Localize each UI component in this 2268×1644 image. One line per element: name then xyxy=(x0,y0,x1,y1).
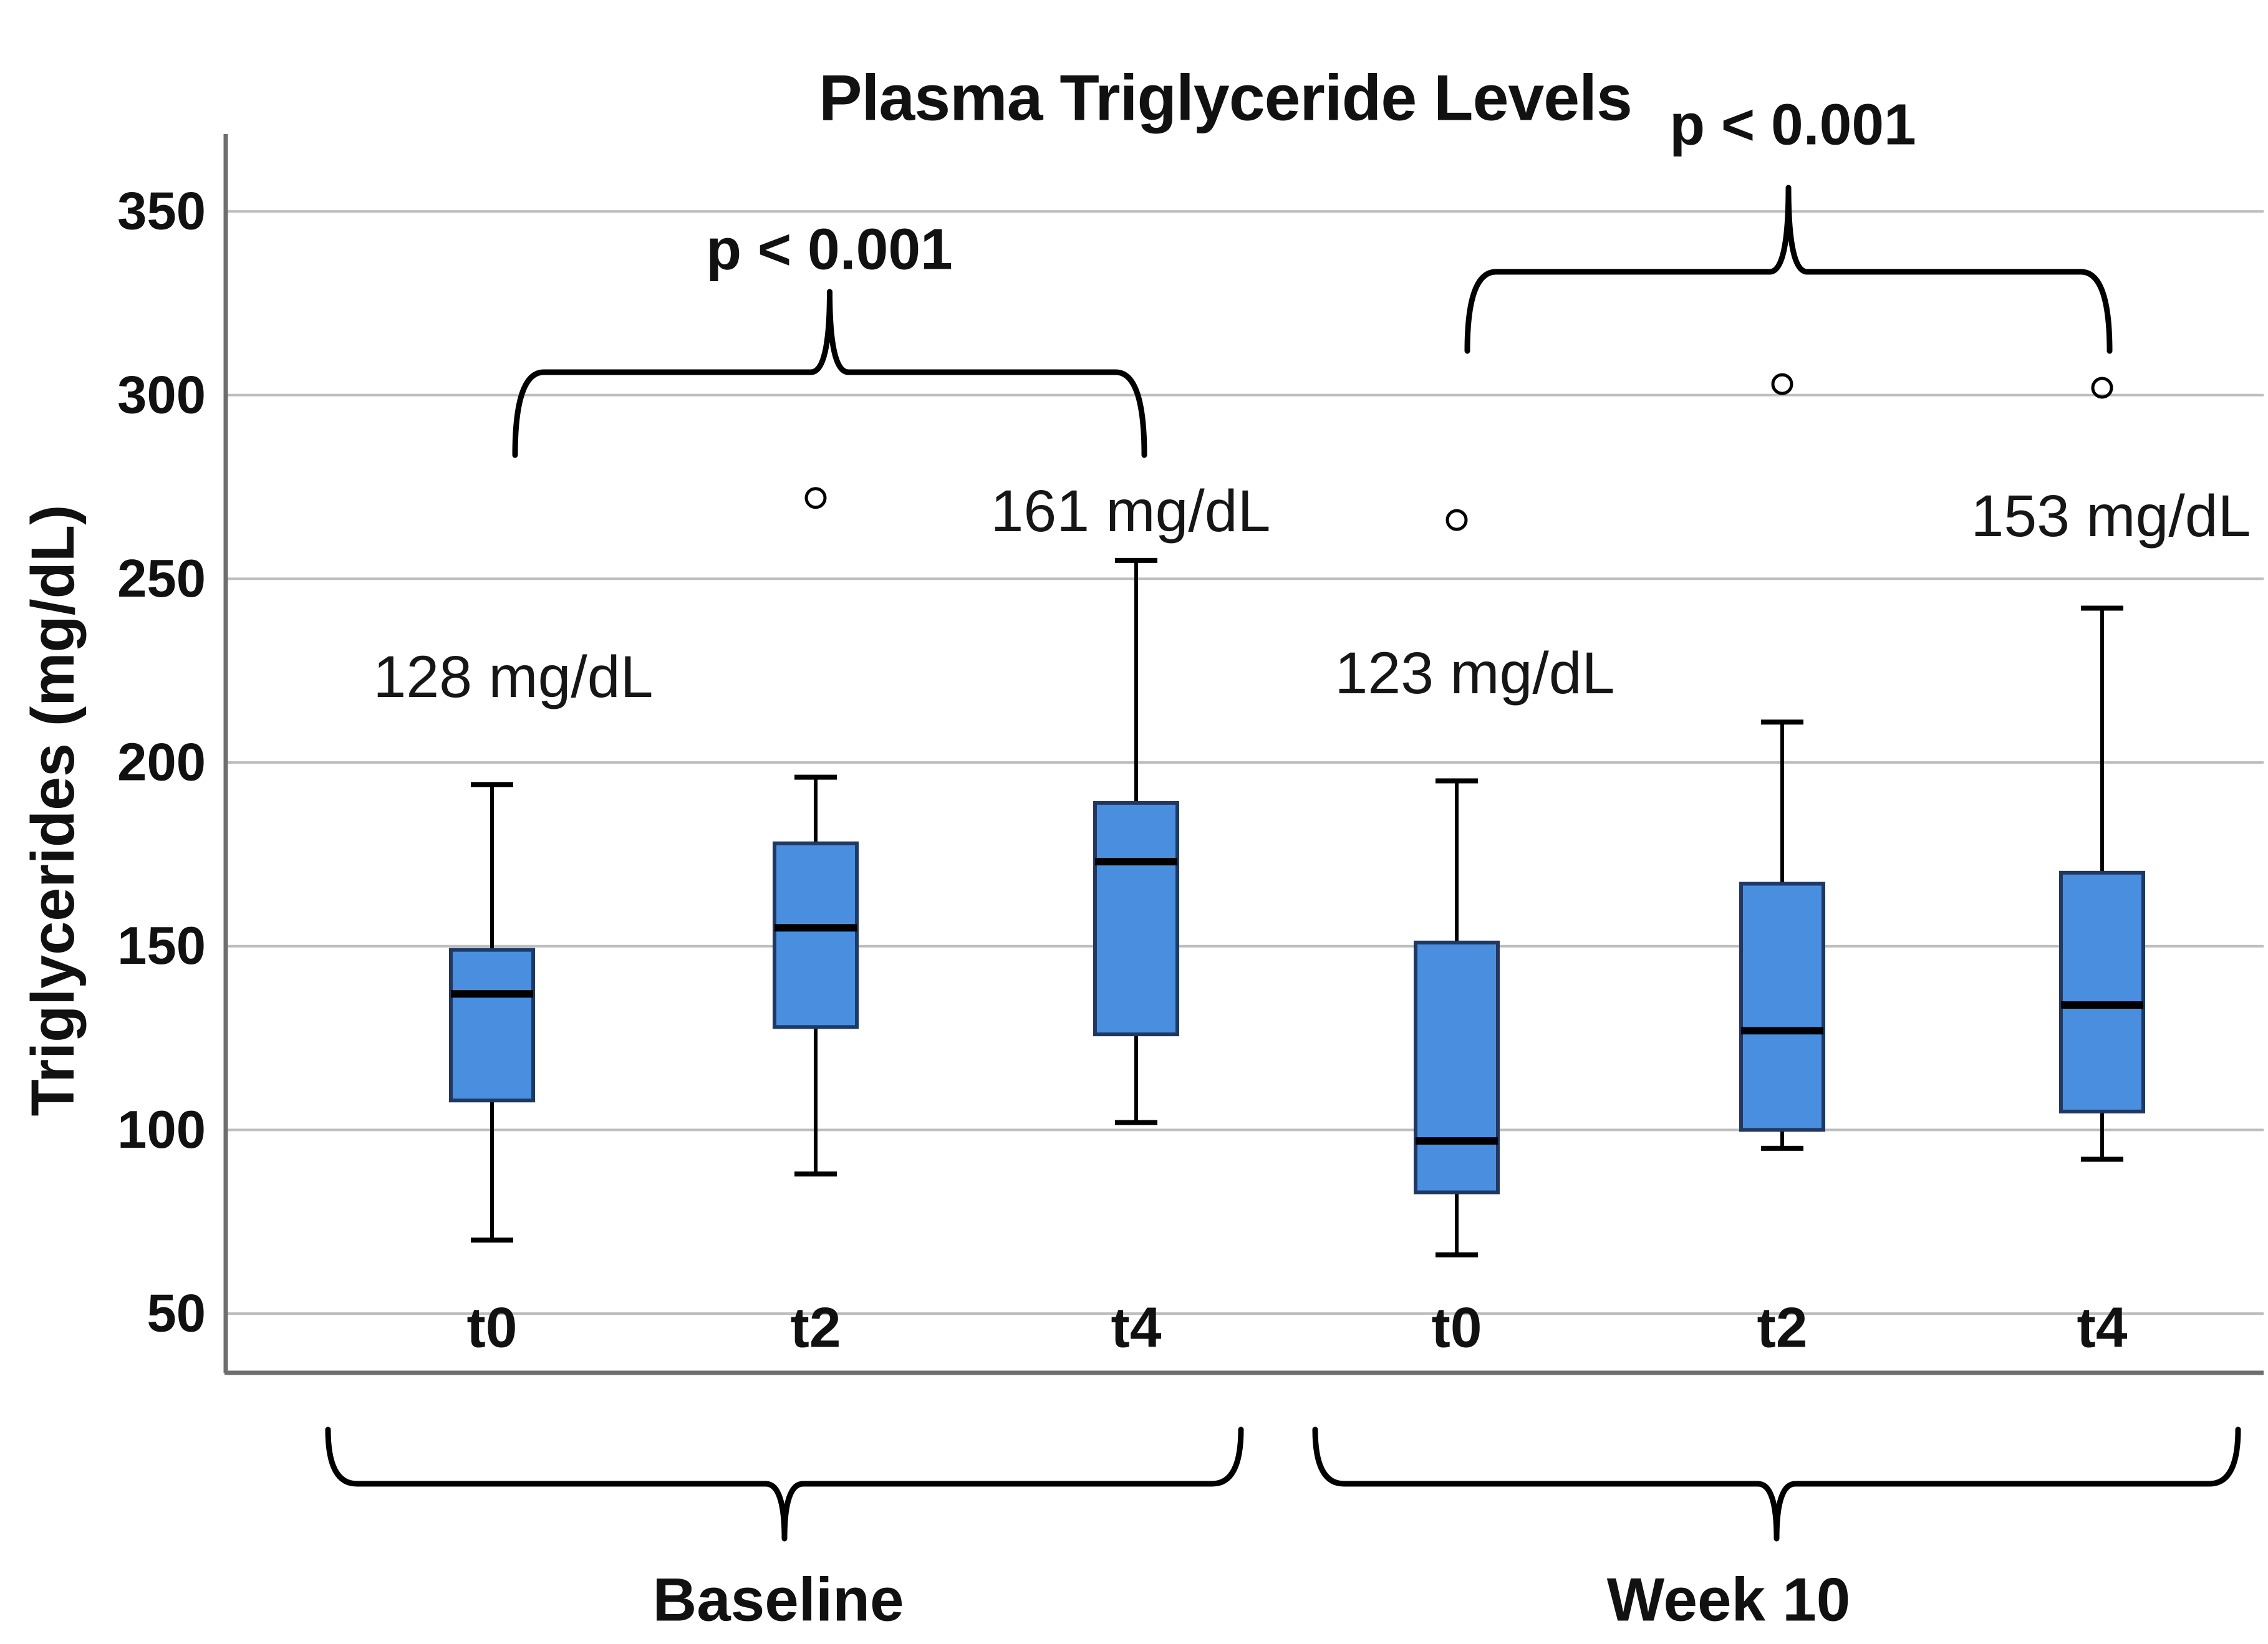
group-label-baseline: Baseline xyxy=(652,1565,904,1634)
y-tick-150: 150 xyxy=(117,916,206,976)
category-label-baseline-t4: t4 xyxy=(1111,1297,1162,1360)
group-label-week10: Week 10 xyxy=(1606,1565,1851,1634)
box-baseline-t2 xyxy=(773,841,859,1029)
y-tick-350: 350 xyxy=(117,182,206,241)
y-tick-50: 50 xyxy=(147,1284,206,1344)
group-brace-week10 xyxy=(1312,1426,2241,1542)
y-tick-100: 100 xyxy=(117,1100,206,1160)
significance-brace-week10 xyxy=(1464,185,2113,354)
category-label-baseline-t0: t0 xyxy=(467,1297,518,1360)
y-tick-250: 250 xyxy=(117,549,206,608)
mean-label-0: 128 mg/dL xyxy=(374,644,654,710)
significance-label-week10: p < 0.001 xyxy=(1669,92,1916,157)
y-tick-200: 200 xyxy=(117,733,206,792)
category-label-baseline-t2: t2 xyxy=(791,1297,841,1360)
mean-label-1: 161 mg/dL xyxy=(991,478,1271,544)
mean-label-2: 123 mg/dL xyxy=(1335,640,1615,706)
outlier-week10-t2-0 xyxy=(1771,373,1793,395)
category-label-week10-t2: t2 xyxy=(1757,1297,1808,1360)
box-week10-t2 xyxy=(1739,882,1825,1132)
outlier-week10-t0-0 xyxy=(1445,509,1468,531)
mean-label-3: 153 mg/dL xyxy=(1971,483,2251,549)
significance-brace-baseline xyxy=(512,289,1147,458)
box-week10-t0 xyxy=(1414,940,1500,1195)
significance-label-baseline: p < 0.001 xyxy=(706,216,953,282)
category-label-week10-t0: t0 xyxy=(1432,1297,1482,1360)
box-week10-t4 xyxy=(2059,870,2145,1113)
group-brace-baseline xyxy=(325,1426,1244,1542)
box-baseline-t4 xyxy=(1093,800,1179,1037)
box-baseline-t0 xyxy=(449,948,535,1103)
category-label-week10-t4: t4 xyxy=(2077,1297,2128,1360)
y-axis-title: Triglycerides (mg/dL) xyxy=(19,504,87,1117)
y-tick-300: 300 xyxy=(117,365,206,425)
outlier-week10-t4-0 xyxy=(2091,377,2113,399)
chart-title: Plasma Triglyceride Levels xyxy=(819,62,1633,135)
outlier-baseline-t2-0 xyxy=(804,487,827,509)
